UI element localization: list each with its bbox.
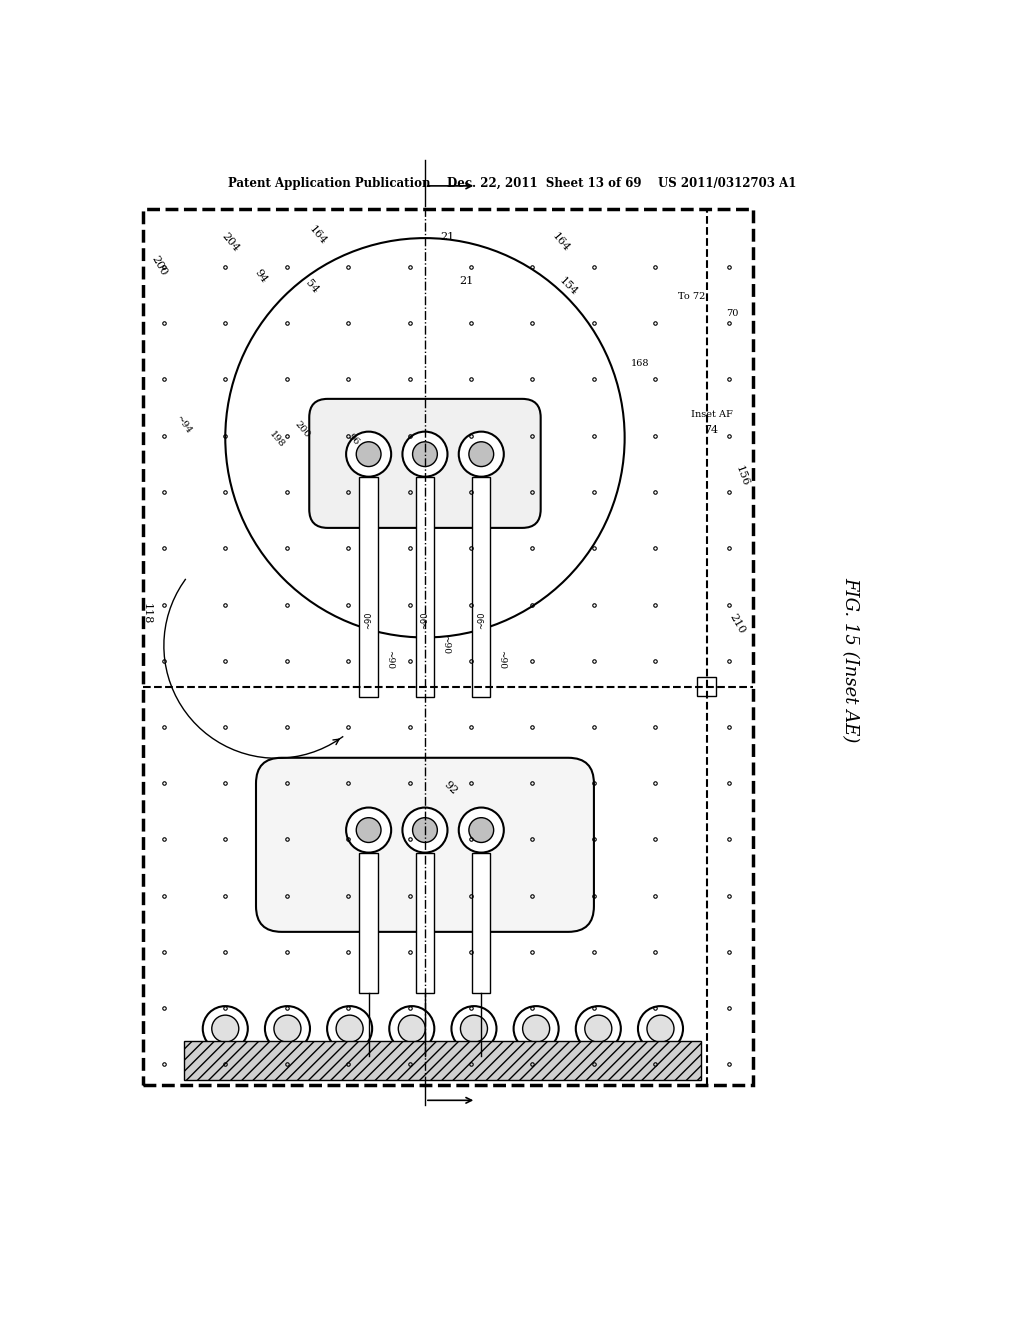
Text: Inset AF: Inset AF [691, 409, 732, 418]
Text: 164: 164 [551, 231, 571, 253]
Bar [416, 853, 434, 993]
Circle shape [452, 1006, 497, 1051]
Text: 156: 156 [734, 463, 751, 487]
Circle shape [389, 1006, 434, 1051]
Circle shape [203, 1006, 248, 1051]
Circle shape [459, 432, 504, 477]
Circle shape [647, 1015, 674, 1043]
Text: 118: 118 [141, 603, 152, 624]
Text: 210: 210 [728, 612, 746, 636]
FancyBboxPatch shape [309, 399, 541, 528]
Text: 70: 70 [726, 309, 738, 318]
Text: 198: 198 [267, 430, 286, 450]
Circle shape [459, 808, 504, 853]
Text: ~90: ~90 [421, 611, 429, 628]
Text: ~90: ~90 [385, 651, 393, 669]
Circle shape [413, 442, 437, 466]
Text: 164: 164 [307, 223, 328, 247]
Text: 200: 200 [293, 420, 311, 440]
Text: Patent Application Publication    Dec. 22, 2011  Sheet 13 of 69    US 2011/03127: Patent Application Publication Dec. 22, … [227, 177, 797, 190]
Circle shape [402, 432, 447, 477]
Circle shape [346, 432, 391, 477]
Text: 21: 21 [440, 232, 455, 242]
Text: 204: 204 [220, 231, 241, 253]
Circle shape [522, 1015, 550, 1043]
Text: 54: 54 [304, 277, 321, 294]
Text: 74: 74 [705, 425, 719, 434]
Circle shape [469, 442, 494, 466]
Circle shape [638, 1006, 683, 1051]
Text: ~90: ~90 [477, 611, 485, 628]
Text: 96: 96 [346, 433, 360, 447]
Text: 168: 168 [631, 359, 649, 367]
Circle shape [265, 1006, 310, 1051]
Circle shape [413, 817, 437, 842]
Circle shape [402, 808, 447, 853]
Bar [359, 477, 378, 697]
Text: ~90: ~90 [498, 651, 506, 669]
Circle shape [469, 817, 494, 842]
FancyBboxPatch shape [256, 758, 594, 932]
Circle shape [346, 808, 391, 853]
Text: ~90: ~90 [365, 611, 373, 628]
Text: 92: 92 [442, 779, 459, 796]
Circle shape [336, 1015, 364, 1043]
Circle shape [212, 1015, 239, 1043]
Circle shape [461, 1015, 487, 1043]
Text: 21: 21 [459, 276, 473, 286]
Text: 94: 94 [253, 267, 269, 285]
Bar [472, 853, 490, 993]
Text: 200: 200 [150, 253, 168, 277]
Text: ~94: ~94 [175, 413, 194, 436]
Bar [359, 853, 378, 993]
Circle shape [398, 1015, 425, 1043]
Circle shape [356, 817, 381, 842]
Circle shape [514, 1006, 559, 1051]
Bar [416, 477, 434, 697]
Circle shape [274, 1015, 301, 1043]
Bar [184, 1041, 701, 1080]
Circle shape [356, 442, 381, 466]
Text: To 72: To 72 [678, 292, 705, 301]
Circle shape [575, 1006, 621, 1051]
Bar [697, 677, 716, 696]
Text: FIG. 15 (Inset AE): FIG. 15 (Inset AE) [841, 577, 859, 743]
Bar [472, 477, 490, 697]
Circle shape [327, 1006, 372, 1051]
Circle shape [585, 1015, 611, 1043]
Text: 154: 154 [557, 275, 580, 297]
Text: ~90: ~90 [441, 635, 450, 655]
